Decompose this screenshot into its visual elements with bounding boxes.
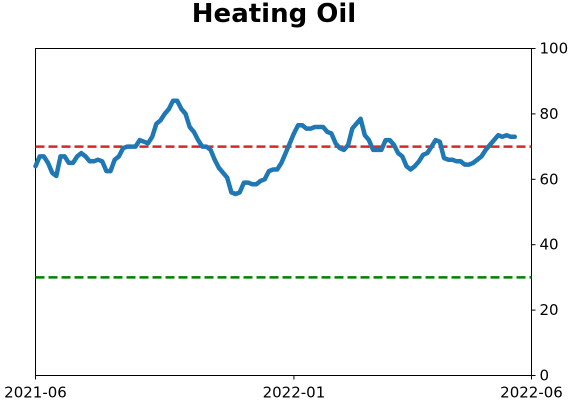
x-tick-label: 2021-06: [4, 384, 67, 402]
line-series: [33, 98, 518, 197]
y-tick-label: 60: [540, 170, 559, 188]
plot-frame: [35, 48, 532, 376]
y-tick-label: 40: [540, 236, 559, 254]
y-tick-label: 20: [540, 301, 559, 319]
y-tick-label: 0: [540, 367, 550, 385]
y-tick-label: 100: [540, 40, 569, 58]
x-tick-label: 2022-06: [500, 384, 563, 402]
chart-title: Heating Oil: [192, 0, 356, 29]
x-tick-label: 2022-01: [263, 384, 326, 402]
y-tick-label: 80: [540, 105, 559, 123]
